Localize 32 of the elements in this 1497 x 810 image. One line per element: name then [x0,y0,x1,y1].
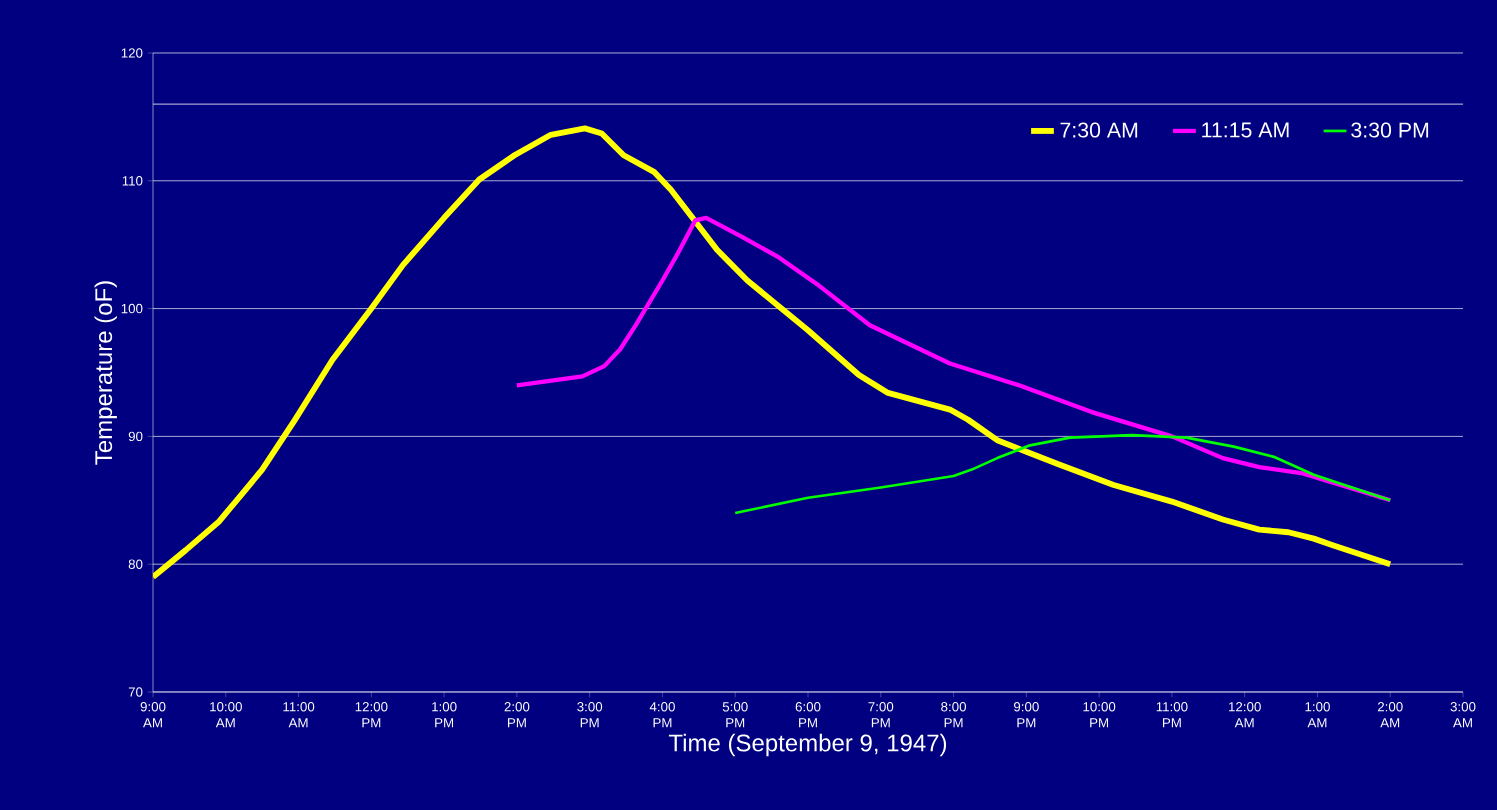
y-tick-label: 70 [128,687,143,697]
x-axis-title: Time (September 9, 1947) [668,733,947,757]
legend-label: 3:30 PM [1351,122,1429,138]
y-tick-label: 100 [121,303,143,314]
x-tick-label: 11:00 AM [283,702,315,728]
line-series [733,433,1392,515]
x-tick-label: 7:00 PM [868,702,894,728]
x-tick-label: 12:00 AM [1229,702,1261,728]
y-axis-title: Temperature (oF) [94,281,117,465]
x-tick-label: 9:00 PM [1013,702,1039,728]
x-tick-label: 3:00 PM [577,702,603,728]
x-tick-label: 11:00 PM [1156,702,1188,728]
y-tick-label: 90 [128,431,143,442]
x-tick-label: 8:00 PM [941,702,967,728]
x-tick-label: 2:00 AM [1377,702,1403,728]
x-tick-label: 3:00 AM [1450,702,1476,728]
y-tick-label: 80 [128,559,143,569]
x-tick-label: 9:00 AM [140,702,166,728]
x-tick-label: 10:00 PM [1083,702,1116,728]
line-series [514,215,1393,503]
legend-label: 11:15 AM [1202,122,1289,138]
x-tick-label: 2:00 PM [504,702,530,728]
x-tick-label: 6:00 PM [795,702,821,728]
x-tick-label: 10:00 AM [210,702,242,728]
x-tick-label: 1:00 PM [432,702,457,728]
legend-label: 7:30 AM [1060,122,1138,138]
x-tick-label: 4:00 PM [649,702,675,728]
x-tick-label: 5:00 PM [722,702,748,728]
x-tick-label: 1:00 AM [1305,702,1330,728]
y-tick-label: 120 [121,48,143,58]
x-tick-label: 12:00 PM [355,702,388,728]
y-tick-label: 110 [122,176,143,186]
